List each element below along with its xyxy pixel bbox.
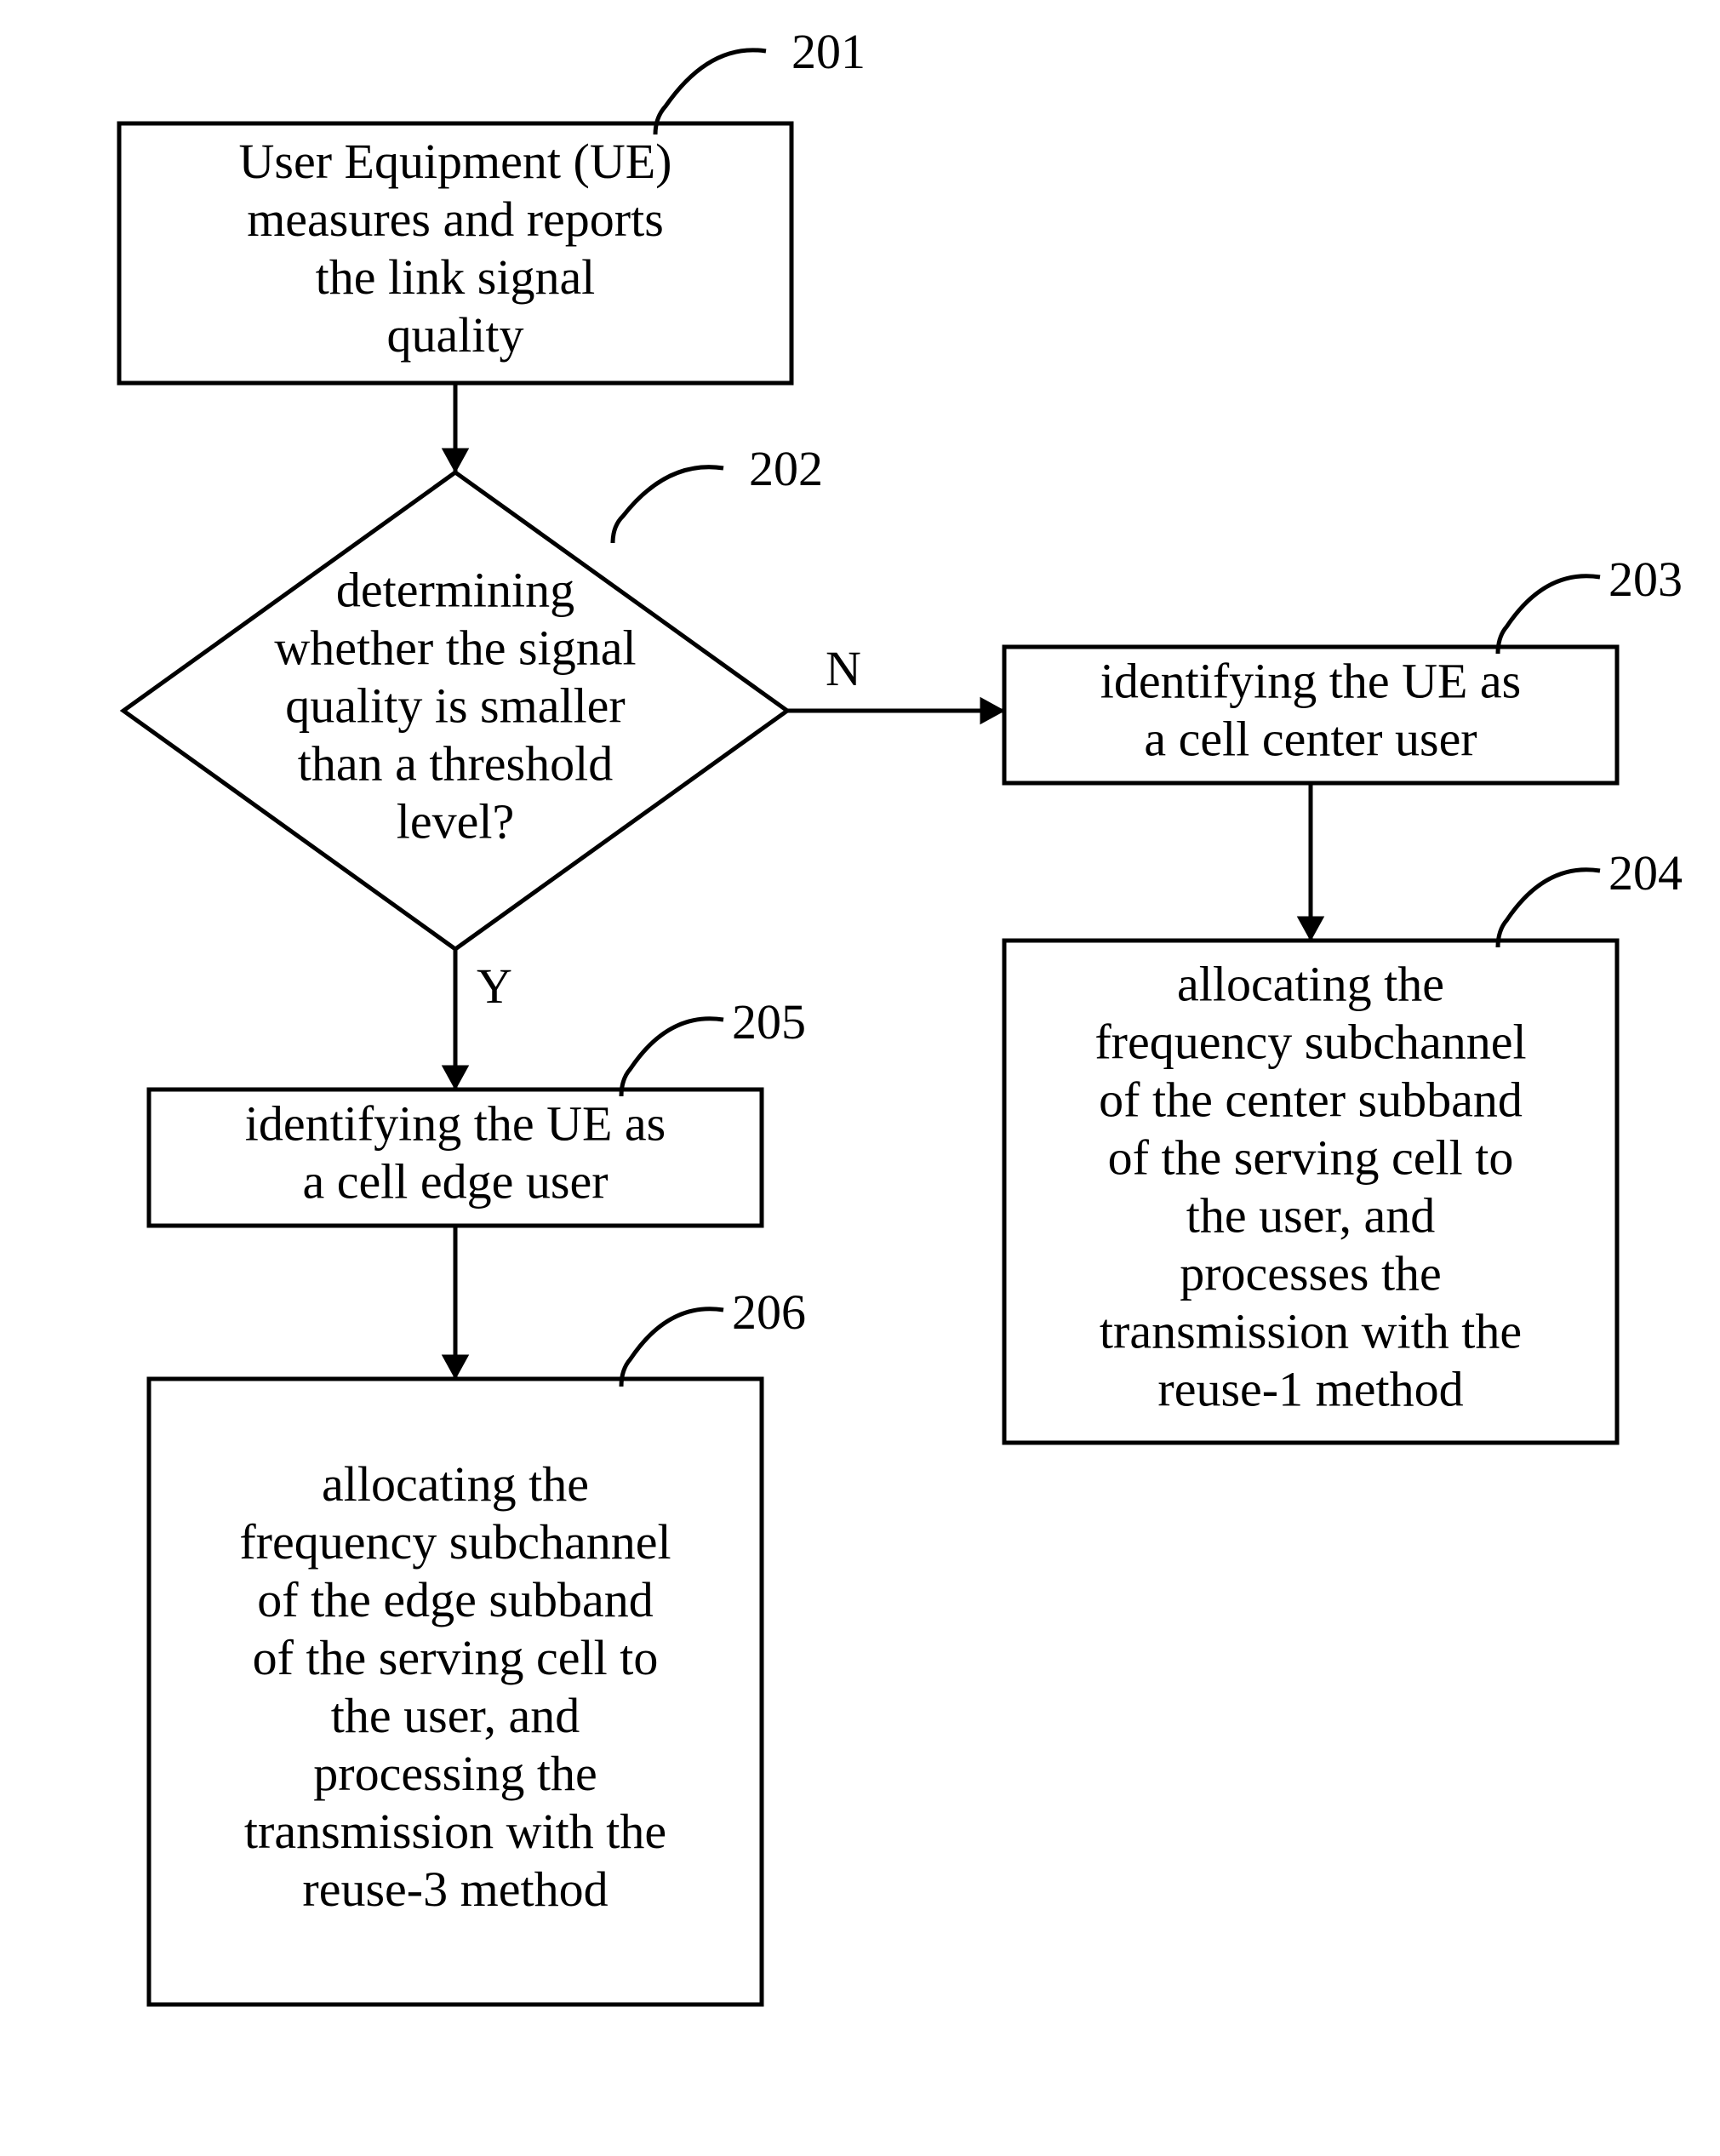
text-line: transmission with the (244, 1804, 666, 1859)
text-line: identifying the UE as (245, 1095, 666, 1151)
text-line: quality is smaller (285, 678, 626, 733)
text-line: reuse-1 method (1157, 1361, 1463, 1416)
edge-label: N (826, 641, 861, 696)
edge-label: Y (477, 958, 512, 1014)
text-line: quality (386, 307, 523, 363)
text-line: of the serving cell to (1108, 1129, 1514, 1185)
text-line: frequency subchannel (1094, 1014, 1526, 1069)
ref-label: 202 (749, 441, 823, 496)
text-line: whether the signal (274, 620, 636, 675)
text-line: of the center subband (1099, 1072, 1523, 1127)
ref-label: 205 (732, 994, 806, 1049)
flowchart-canvas: N Y User Equipment (UE)measures and report… (0, 0, 1720, 2156)
node-n206: allocating thefrequency subchannelof the… (149, 1284, 806, 2004)
text-line: the user, and (1186, 1187, 1435, 1243)
text-line: User Equipment (UE) (239, 134, 672, 189)
ref-label: 206 (732, 1284, 806, 1340)
text-line: of the edge subband (257, 1572, 653, 1627)
ref-label: 201 (791, 24, 866, 79)
ref-label: 203 (1609, 552, 1683, 607)
text-line: a cell center user (1144, 711, 1477, 766)
text-line: processes the (1180, 1245, 1442, 1301)
text-line: allocating the (322, 1456, 589, 1512)
text-line: level? (397, 793, 514, 849)
ref-label: 204 (1609, 845, 1683, 901)
text-line: of the serving cell to (253, 1630, 659, 1685)
text-line: the user, and (331, 1688, 580, 1743)
text-line: frequency subchannel (239, 1514, 671, 1570)
text-line: determining (336, 562, 574, 617)
text-line: a cell edge user (302, 1153, 608, 1209)
text-line: the link signal (316, 249, 596, 305)
text-line: allocating the (1177, 956, 1444, 1011)
flowchart-root: N Y User Equipment (UE)measures and report… (0, 0, 1720, 2156)
text-line: transmission with the (1100, 1303, 1522, 1358)
text-line: reuse-3 method (302, 1861, 608, 1917)
text-line: than a threshold (298, 735, 613, 791)
text-line: measures and reports (247, 192, 664, 247)
text-line: identifying the UE as (1100, 653, 1522, 708)
text-line: processing the (313, 1746, 597, 1801)
